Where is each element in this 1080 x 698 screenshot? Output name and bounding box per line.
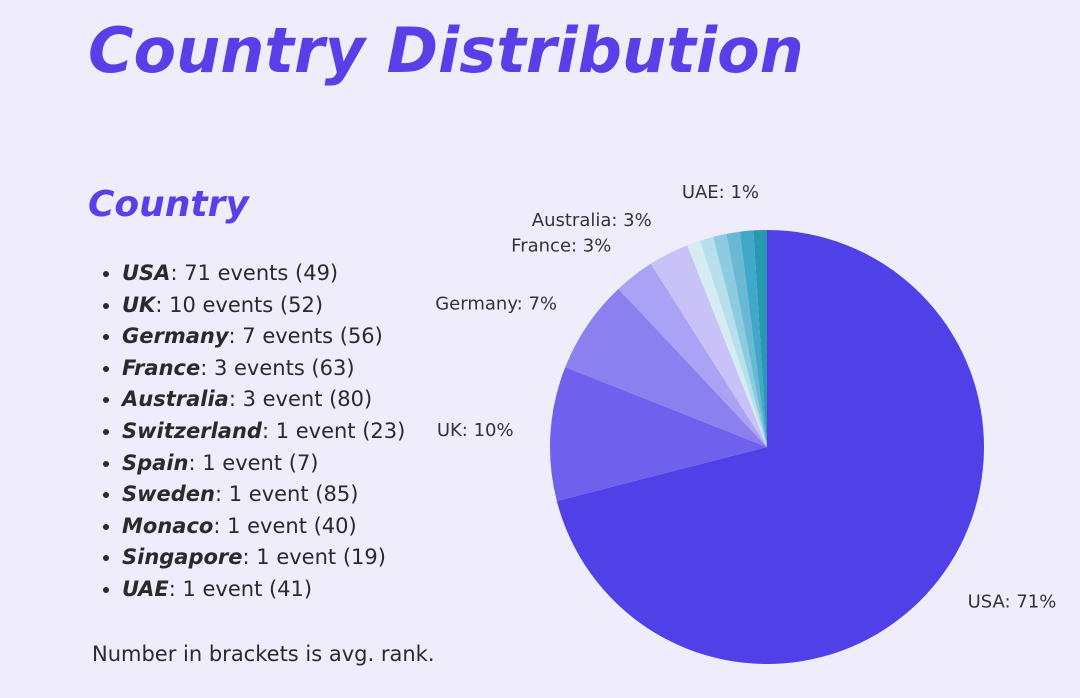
country-name: France <box>122 355 201 380</box>
country-name: UAE <box>122 576 169 601</box>
slice-label: Germany: 7% <box>435 293 557 314</box>
title: Country Distribution <box>88 14 804 87</box>
country-name: Spain <box>122 450 189 475</box>
subtitle: Country <box>88 184 249 225</box>
slice-label: UAE: 1% <box>682 182 759 203</box>
pie-slice <box>699 236 767 447</box>
country-name: Germany <box>122 324 229 349</box>
country-detail: : 1 event (23) <box>261 418 406 443</box>
pie-slice <box>739 230 767 447</box>
country-detail: : 10 events (52) <box>155 292 324 317</box>
pie-slice <box>726 231 767 447</box>
slice-label: France: 3% <box>511 235 611 256</box>
country-detail: : 3 events (63) <box>200 355 355 380</box>
list-item: France: 3 events (63) <box>122 353 405 385</box>
country-name: Switzerland <box>122 418 262 443</box>
country-detail: : 1 event (40) <box>213 513 357 538</box>
country-name: Monaco <box>122 513 214 538</box>
pie-slice <box>550 367 767 501</box>
list-item: Switzerland: 1 event (23) <box>122 416 405 448</box>
country-detail: : 1 event (19) <box>242 545 386 570</box>
note: Number in brackets is avg. rank. <box>92 642 435 666</box>
slice-label: UK: 10% <box>437 420 514 441</box>
pie-slice <box>618 263 767 447</box>
country-detail: : 3 event (80) <box>228 387 373 412</box>
list-item: UAE: 1 event (41) <box>122 574 405 606</box>
list-item: Spain: 1 event (7) <box>122 448 405 480</box>
list-item: UK: 10 events (52) <box>122 290 405 322</box>
country-detail: : 1 event (41) <box>168 576 313 601</box>
country-name: UK <box>122 292 156 317</box>
list-item: Sweden: 1 event (85) <box>122 479 405 511</box>
country-detail: : 7 events (56) <box>228 324 383 349</box>
list-item: Germany: 7 events (56) <box>122 321 405 353</box>
country-list: USA: 71 events (49)UK: 10 events (52)Ger… <box>92 258 405 606</box>
pie-slice <box>687 240 767 447</box>
list-item: USA: 71 events (49) <box>122 258 405 290</box>
pie-slice <box>713 233 767 447</box>
country-detail: : 71 events (49) <box>170 261 339 285</box>
country-name: Sweden <box>122 482 215 507</box>
pie-slice <box>650 245 767 447</box>
pie-slice <box>753 230 767 447</box>
country-detail: : 1 event (85) <box>215 482 359 507</box>
pie-slice <box>556 230 984 664</box>
country-name: Singapore <box>122 545 243 570</box>
slice-label: Australia: 3% <box>532 210 652 231</box>
country-name: Australia <box>122 387 229 412</box>
list-item: Monaco: 1 event (40) <box>122 511 405 543</box>
pie-slice <box>565 288 767 447</box>
slice-label: USA: 71% <box>968 592 1057 613</box>
country-name: USA <box>122 261 171 285</box>
list-item: Singapore: 1 event (19) <box>122 542 405 574</box>
list-item: Australia: 3 event (80) <box>122 384 405 416</box>
country-detail: : 1 event (7) <box>188 450 319 475</box>
